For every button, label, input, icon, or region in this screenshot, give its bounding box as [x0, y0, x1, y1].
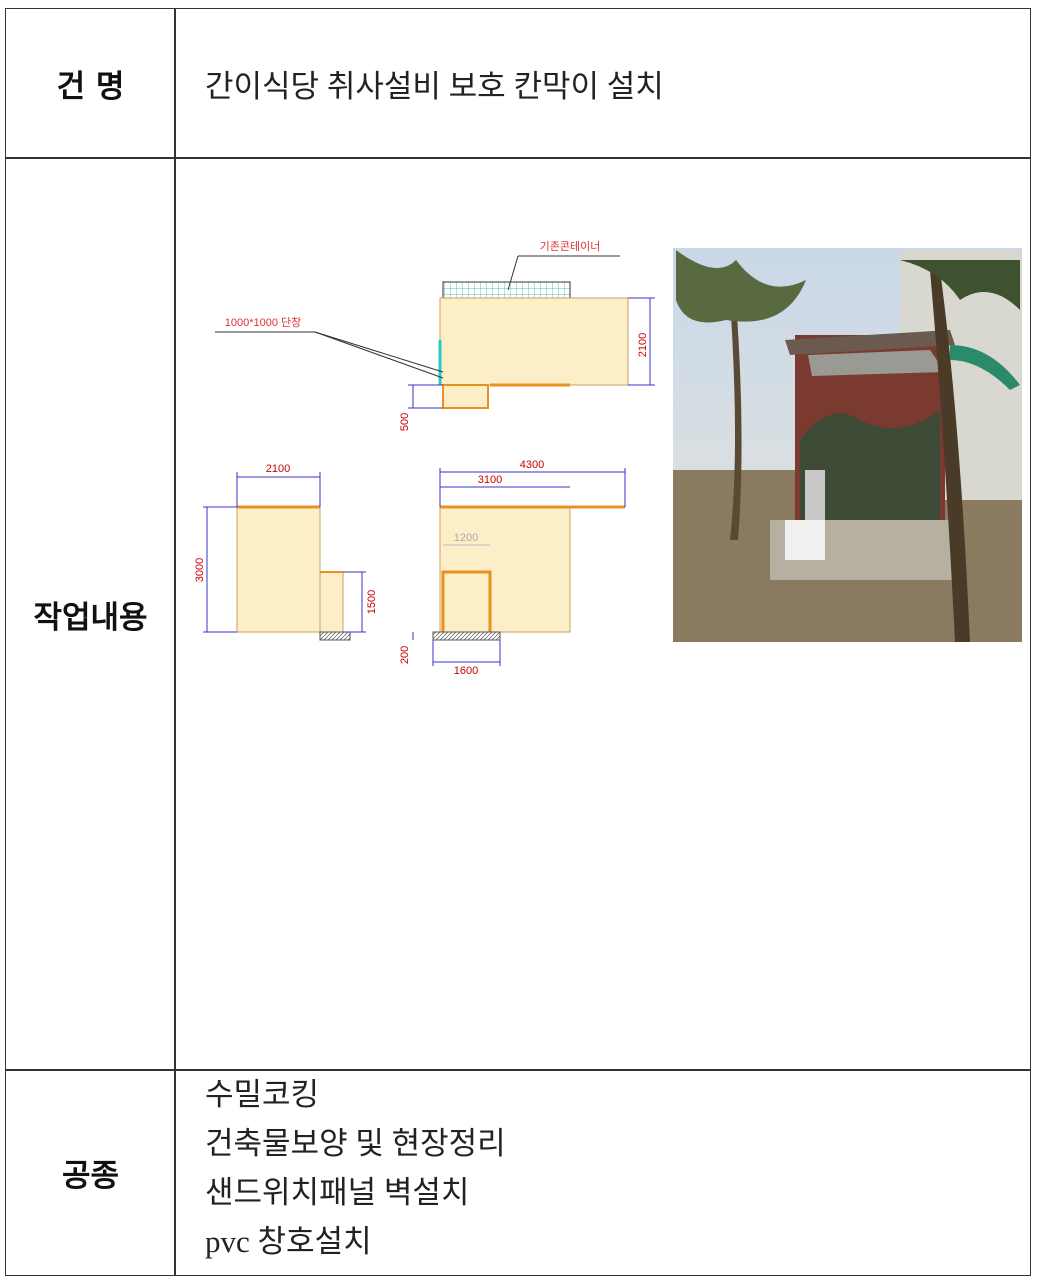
annotation: 1000*1000 단창: [225, 316, 302, 329]
label: 건 명: [56, 69, 125, 105]
item: 건축물보양 및 현장정리: [205, 1126, 506, 1161]
content-cell: 간이식당 취사설비 보호 칸막이 설치: [174, 8, 1031, 159]
dimension: 1500: [366, 590, 378, 614]
label-cell: 작업내용: [5, 157, 176, 1071]
label: 공종: [61, 1158, 120, 1194]
dimension: 500: [399, 413, 411, 431]
dimension: 2100: [266, 463, 290, 475]
dimension: 4300: [520, 459, 544, 471]
label-cell: 공종: [5, 1069, 176, 1276]
dimension: 3000: [194, 558, 206, 582]
item: pvc 창호설치: [205, 1224, 372, 1259]
site-photo: [673, 248, 1022, 642]
dimension: 1600: [454, 665, 478, 677]
annotation: 기존콘테이너: [540, 240, 601, 253]
dimension: 3100: [478, 474, 502, 486]
item: 수밀코킹: [205, 1077, 320, 1112]
plan-view: 2100 500 기존콘테이너 1000*1000 단창: [215, 240, 655, 431]
left-elevation: 2100 3000 1500: [194, 463, 378, 641]
content-cell: [174, 157, 1031, 1071]
label-cell: 건 명: [5, 8, 176, 159]
dimension: 200: [399, 646, 411, 664]
content-cell: 수밀코킹 건축물보양 및 현장정리 샌드위치패널 벽설치 pvc 창호설치: [174, 1069, 1031, 1276]
dimension: 1200: [454, 532, 478, 544]
right-elevation: 4300 3100 1200 200 1600: [399, 459, 626, 677]
dimension: 2100: [637, 333, 649, 357]
item: 샌드위치패널 벽설치: [205, 1175, 470, 1210]
label: 작업내용: [33, 599, 148, 636]
title: 간이식당 취사설비 보호 칸막이 설치: [205, 69, 664, 104]
